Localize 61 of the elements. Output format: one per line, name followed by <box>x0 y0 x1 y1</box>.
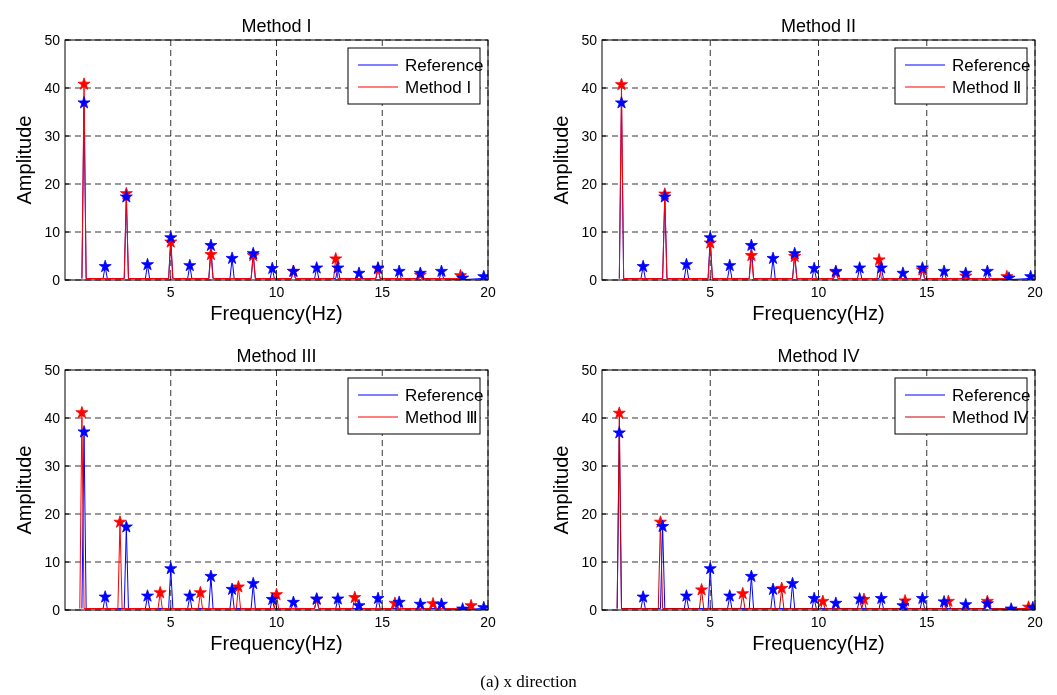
legend-label: Method I <box>405 78 472 97</box>
y-tick-label: 0 <box>52 272 61 288</box>
text: (a) x direction <box>480 672 578 691</box>
y-tick-label: 30 <box>44 458 61 474</box>
y-tick-label: 50 <box>581 362 598 378</box>
x-axis-title: Frequency(Hz) <box>752 632 885 654</box>
y-axis-title: Amplitude <box>13 115 35 205</box>
x-tick-label: 15 <box>918 614 935 630</box>
y-tick-label: 40 <box>581 410 598 426</box>
y-axis-title: Amplitude <box>550 445 572 535</box>
x-tick-label: 5 <box>166 284 175 300</box>
y-axis-title: Amplitude <box>550 115 572 205</box>
y-tick-label: 30 <box>581 128 598 144</box>
x-tick-label: 20 <box>480 284 496 300</box>
legend-label: Reference <box>405 386 484 405</box>
x-tick-label: 10 <box>810 614 827 630</box>
legend-label: Reference <box>952 56 1031 75</box>
x-tick-label: 10 <box>268 614 285 630</box>
x-axis-title: Frequency(Hz) <box>210 302 343 324</box>
y-tick-label: 0 <box>589 602 598 618</box>
y-tick-label: 0 <box>589 272 598 288</box>
y-tick-label: 40 <box>44 80 61 96</box>
y-tick-label: 20 <box>581 176 598 192</box>
chart-title: Method II <box>780 16 857 36</box>
legend-label: Method Ⅱ <box>952 78 1022 97</box>
y-tick-label: 20 <box>44 506 61 522</box>
y-tick-label: 50 <box>581 32 598 48</box>
x-tick-label: 10 <box>268 284 285 300</box>
y-tick-label: 10 <box>581 554 598 570</box>
y-tick-label: 0 <box>52 602 61 618</box>
legend-label: Reference <box>405 56 484 75</box>
legend-label: Method Ⅳ <box>952 408 1030 427</box>
y-tick-label: 30 <box>581 458 598 474</box>
y-tick-label: 50 <box>44 32 61 48</box>
x-tick-label: 15 <box>374 614 391 630</box>
y-axis-title: Amplitude <box>13 445 35 535</box>
y-tick-label: 10 <box>581 224 598 240</box>
x-axis-title: Frequency(Hz) <box>752 302 885 324</box>
x-tick-label: 5 <box>166 614 175 630</box>
chart-title: Method III <box>236 346 317 366</box>
x-axis-title: Frequency(Hz) <box>210 632 343 654</box>
y-tick-label: 40 <box>581 80 598 96</box>
x-tick-label: 20 <box>480 614 496 630</box>
chart-title: Method I <box>241 16 312 36</box>
x-tick-label: 5 <box>706 284 715 300</box>
x-tick-label: 15 <box>374 284 391 300</box>
legend-label: Reference <box>952 386 1031 405</box>
y-tick-label: 10 <box>44 224 61 240</box>
y-tick-label: 40 <box>44 410 61 426</box>
x-tick-label: 20 <box>1027 284 1043 300</box>
x-tick-label: 20 <box>1027 614 1043 630</box>
x-tick-label: 15 <box>918 284 935 300</box>
x-tick-label: 10 <box>810 284 827 300</box>
x-tick-label: 5 <box>706 614 715 630</box>
y-tick-label: 50 <box>44 362 61 378</box>
chart-title: Method IV <box>777 346 860 366</box>
y-tick-label: 30 <box>44 128 61 144</box>
legend-label: Method Ⅲ <box>405 408 479 427</box>
y-tick-label: 20 <box>44 176 61 192</box>
y-tick-label: 20 <box>581 506 598 522</box>
y-tick-label: 10 <box>44 554 61 570</box>
